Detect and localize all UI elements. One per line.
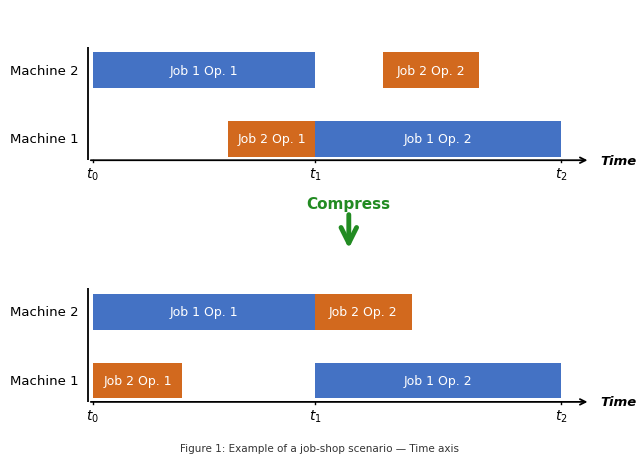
- Text: Time: Time: [600, 395, 636, 409]
- Text: Machine 2: Machine 2: [10, 305, 78, 318]
- Text: Job 1 Op. 2: Job 1 Op. 2: [404, 133, 472, 146]
- Text: Figure 1: Example of a job-shop scenario — Time axis: Figure 1: Example of a job-shop scenario…: [180, 443, 460, 453]
- Text: Job 2 Op. 1: Job 2 Op. 1: [237, 133, 306, 146]
- Bar: [93, 294, 315, 330]
- Text: $t_1$: $t_1$: [308, 167, 321, 183]
- Text: Job 2 Op. 1: Job 2 Op. 1: [103, 374, 172, 387]
- Bar: [93, 363, 182, 399]
- Bar: [315, 121, 561, 157]
- Bar: [228, 121, 315, 157]
- Text: $t_0$: $t_0$: [86, 408, 99, 424]
- Text: Job 2 Op. 2: Job 2 Op. 2: [329, 305, 397, 318]
- Text: Job 1 Op. 1: Job 1 Op. 1: [170, 64, 238, 77]
- Text: $t_2$: $t_2$: [555, 167, 568, 183]
- Text: Job 2 Op. 2: Job 2 Op. 2: [397, 64, 465, 77]
- Text: Job 1 Op. 1: Job 1 Op. 1: [170, 305, 238, 318]
- Text: Time: Time: [600, 154, 636, 167]
- Text: Machine 1: Machine 1: [10, 133, 78, 146]
- Text: $t_1$: $t_1$: [308, 408, 321, 424]
- Text: Job 1 Op. 2: Job 1 Op. 2: [404, 374, 472, 387]
- Text: $t_0$: $t_0$: [86, 167, 99, 183]
- Text: Machine 2: Machine 2: [10, 64, 78, 77]
- Text: $t_2$: $t_2$: [555, 408, 568, 424]
- Bar: [93, 53, 315, 89]
- Bar: [315, 363, 561, 399]
- Bar: [315, 294, 412, 330]
- Text: Machine 1: Machine 1: [10, 374, 78, 387]
- Text: Compress: Compress: [307, 197, 391, 212]
- Bar: [383, 53, 479, 89]
